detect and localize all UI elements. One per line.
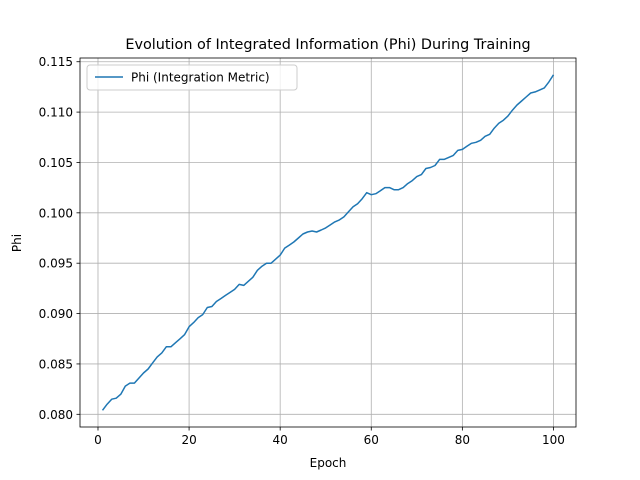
x-axis-label: Epoch	[310, 456, 347, 470]
chart-title: Evolution of Integrated Information (Phi…	[125, 37, 530, 53]
y-tick-label: 0.085	[39, 357, 73, 371]
y-tick-label: 0.115	[39, 55, 73, 69]
x-tick-label: 20	[181, 433, 196, 447]
x-tick-label: 60	[364, 433, 379, 447]
axes-frame	[79, 57, 577, 428]
ticks: 0 20 40 60 80 100 0.080 0.085 0.090 0.095 0.100 0.1…	[39, 55, 565, 447]
x-tick-label: 0	[94, 433, 102, 447]
legend: Phi (Integration Metric)	[86, 64, 298, 91]
y-axis-label: Phi	[10, 234, 24, 252]
x-tick-label: 80	[455, 433, 470, 447]
y-tick-label: 0.090	[39, 307, 73, 321]
grid	[80, 58, 576, 427]
y-tick-label: 0.105	[39, 156, 73, 170]
y-tick-label: 0.100	[39, 206, 73, 220]
y-tick-label: 0.095	[39, 257, 73, 271]
series-line-phi	[101, 74, 555, 411]
y-tick-label: 0.110	[39, 106, 73, 120]
legend-label: Phi (Integration Metric)	[131, 71, 270, 85]
x-tick-label: 40	[273, 433, 288, 447]
x-tick-label: 100	[542, 433, 565, 447]
y-tick-label: 0.080	[39, 408, 73, 422]
legend-box	[86, 64, 298, 91]
